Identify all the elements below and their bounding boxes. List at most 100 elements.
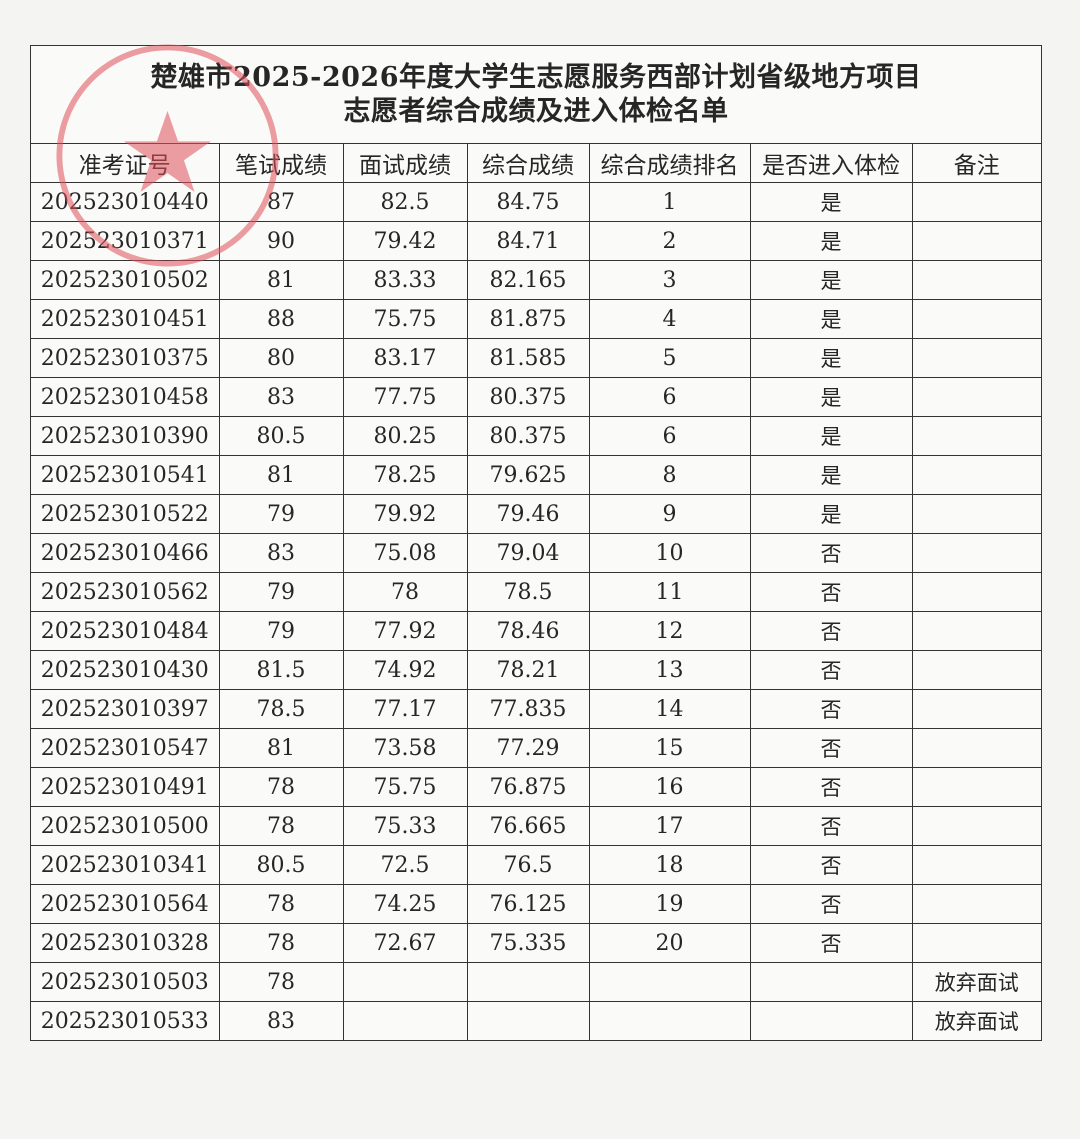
cell-remark (911, 689, 1041, 729)
cell-exam-id: 202523010458 (31, 377, 220, 417)
document-title: 楚雄市2025-2026年度大学生志愿服务西部计划省级地方项目 志愿者综合成绩及… (31, 46, 1041, 144)
cell-written-score: 88 (218, 299, 344, 339)
cell-exam-id: 202523010541 (31, 455, 220, 495)
cell-total-score: 78.21 (466, 650, 590, 690)
cell-remark (911, 923, 1041, 963)
cell-total-score (466, 962, 590, 1002)
cell-total-score (466, 1001, 590, 1040)
cell-remark (911, 299, 1041, 339)
table-row: 202523010466 83 75.08 79.04 10 否 (31, 533, 1041, 573)
cell-medical-exam: 否 (749, 533, 913, 573)
table-row: 202523010500 78 75.33 76.665 17 否 (31, 806, 1041, 846)
cell-total-score: 76.5 (466, 845, 590, 885)
table-header-row: 准考证号 笔试成绩 面试成绩 综合成绩 综合成绩排名 是否进入体检 备注 (31, 144, 1041, 183)
cell-medical-exam: 是 (749, 221, 913, 261)
table-row: 202523010533 83 放弃面试 (31, 1001, 1041, 1040)
cell-total-score: 84.75 (466, 182, 590, 222)
cell-medical-exam: 否 (749, 728, 913, 768)
results-table: 准考证号 笔试成绩 面试成绩 综合成绩 综合成绩排名 是否进入体检 备注 202523010… (31, 144, 1041, 1040)
cell-remark (911, 260, 1041, 300)
cell-remark (911, 221, 1041, 261)
table-row: 202523010397 78.5 77.17 77.835 14 否 (31, 689, 1041, 729)
cell-interview-score (342, 962, 468, 1002)
column-header-written-score: 笔试成绩 (218, 144, 344, 183)
cell-total-score: 81.585 (466, 338, 590, 378)
cell-interview-score (342, 1001, 468, 1040)
cell-medical-exam: 否 (749, 689, 913, 729)
cell-total-score: 79.04 (466, 533, 590, 573)
cell-written-score: 81 (218, 260, 344, 300)
cell-exam-id: 202523010430 (31, 650, 220, 690)
cell-medical-exam: 否 (749, 611, 913, 651)
table-row: 202523010522 79 79.92 79.46 9 是 (31, 494, 1041, 534)
table-row: 202523010341 80.5 72.5 76.5 18 否 (31, 845, 1041, 885)
table-row: 202523010390 80.5 80.25 80.375 6 是 (31, 416, 1041, 456)
cell-exam-id: 202523010375 (31, 338, 220, 378)
cell-total-score: 76.665 (466, 806, 590, 846)
cell-exam-id: 202523010390 (31, 416, 220, 456)
cell-rank: 6 (588, 377, 751, 417)
cell-medical-exam: 是 (749, 377, 913, 417)
cell-total-score: 79.625 (466, 455, 590, 495)
table-row: 202523010440 87 82.5 84.75 1 是 (31, 182, 1041, 222)
cell-medical-exam: 是 (749, 416, 913, 456)
cell-total-score: 75.335 (466, 923, 590, 963)
cell-written-score: 81 (218, 728, 344, 768)
cell-written-score: 83 (218, 377, 344, 417)
cell-remark (911, 494, 1041, 534)
cell-interview-score: 79.42 (342, 221, 468, 261)
table-row: 202523010484 79 77.92 78.46 12 否 (31, 611, 1041, 651)
cell-remark (911, 884, 1041, 924)
title-line-2: 志愿者综合成绩及进入体检名单 (343, 95, 729, 127)
cell-remark (911, 767, 1041, 807)
cell-written-score: 78.5 (218, 689, 344, 729)
cell-medical-exam: 是 (749, 455, 913, 495)
cell-exam-id: 202523010502 (31, 260, 220, 300)
cell-written-score: 87 (218, 182, 344, 222)
cell-rank: 10 (588, 533, 751, 573)
cell-rank: 13 (588, 650, 751, 690)
cell-written-score: 83 (218, 533, 344, 573)
cell-medical-exam: 是 (749, 494, 913, 534)
cell-exam-id: 202523010503 (31, 962, 220, 1002)
cell-interview-score: 77.17 (342, 689, 468, 729)
cell-rank (588, 1001, 751, 1040)
cell-total-score: 76.875 (466, 767, 590, 807)
cell-interview-score: 78.25 (342, 455, 468, 495)
column-header-rank: 综合成绩排名 (588, 144, 751, 183)
cell-interview-score: 79.92 (342, 494, 468, 534)
cell-interview-score: 83.33 (342, 260, 468, 300)
cell-exam-id: 202523010371 (31, 221, 220, 261)
cell-medical-exam: 是 (749, 260, 913, 300)
table-row: 202523010328 78 72.67 75.335 20 否 (31, 923, 1041, 963)
cell-remark (911, 338, 1041, 378)
cell-rank: 3 (588, 260, 751, 300)
cell-rank (588, 962, 751, 1002)
cell-medical-exam: 否 (749, 845, 913, 885)
cell-rank: 17 (588, 806, 751, 846)
cell-rank: 15 (588, 728, 751, 768)
cell-written-score: 78 (218, 884, 344, 924)
column-header-total-score: 综合成绩 (466, 144, 590, 183)
cell-total-score: 78.5 (466, 572, 590, 612)
table-row: 202523010503 78 放弃面试 (31, 962, 1041, 1002)
cell-interview-score: 82.5 (342, 182, 468, 222)
cell-remark (911, 572, 1041, 612)
cell-interview-score: 74.25 (342, 884, 468, 924)
cell-total-score: 81.875 (466, 299, 590, 339)
cell-remark (911, 416, 1041, 456)
cell-written-score: 78 (218, 806, 344, 846)
cell-exam-id: 202523010564 (31, 884, 220, 924)
cell-medical-exam (749, 962, 913, 1002)
cell-interview-score: 80.25 (342, 416, 468, 456)
cell-rank: 20 (588, 923, 751, 963)
table-row: 202523010564 78 74.25 76.125 19 否 (31, 884, 1041, 924)
cell-rank: 18 (588, 845, 751, 885)
cell-written-score: 83 (218, 1001, 344, 1040)
table-row: 202523010371 90 79.42 84.71 2 是 (31, 221, 1041, 261)
cell-written-score: 80.5 (218, 845, 344, 885)
cell-rank: 5 (588, 338, 751, 378)
cell-exam-id: 202523010500 (31, 806, 220, 846)
cell-remark (911, 845, 1041, 885)
cell-interview-score: 77.92 (342, 611, 468, 651)
